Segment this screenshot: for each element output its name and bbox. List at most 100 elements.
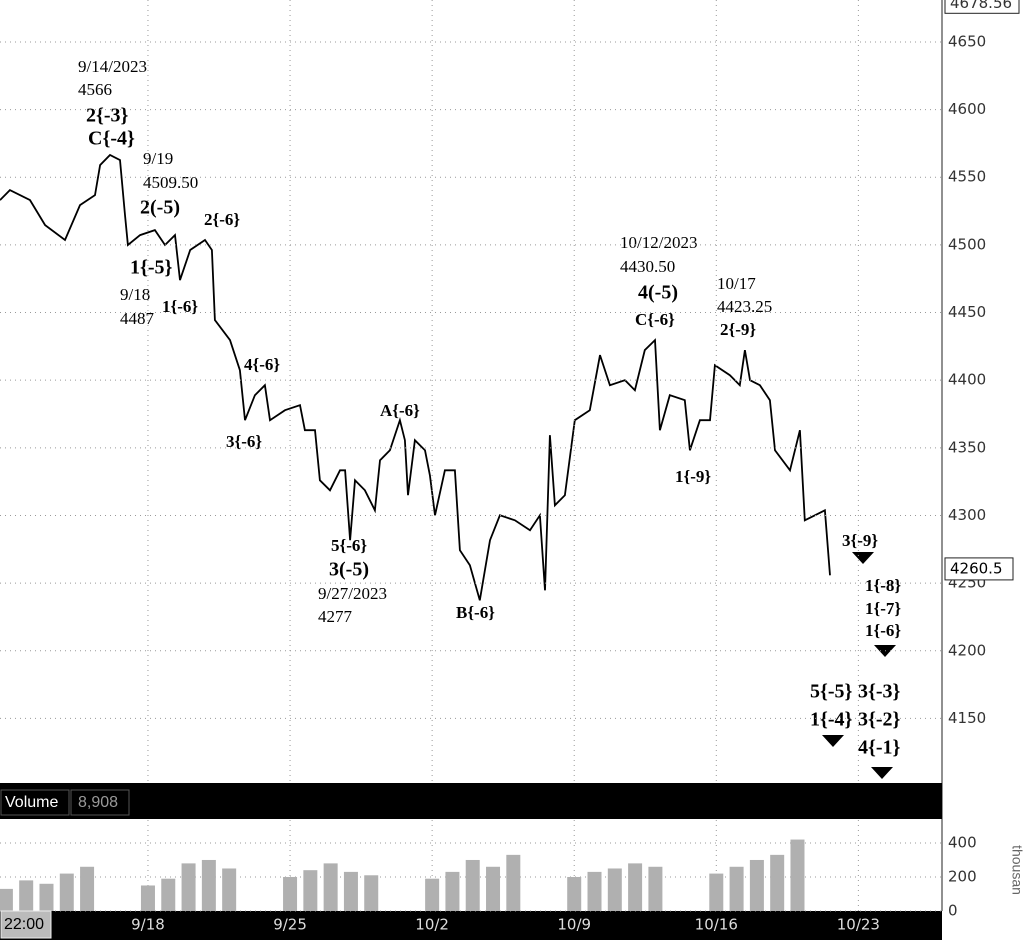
annotation: 3{-9} — [842, 531, 878, 550]
x-tick-label: 10/16 — [695, 916, 738, 934]
y-tick-label: 4450 — [948, 303, 986, 321]
annotation: 4566 — [78, 80, 112, 99]
y-tick-label: 4400 — [948, 371, 986, 389]
volume-bar — [161, 878, 176, 911]
annotation: 3{-6} — [226, 432, 262, 451]
annotation: 2{-3} — [86, 105, 129, 127]
y-tick-label: 4350 — [948, 438, 986, 456]
annotation: 4{-1} — [858, 737, 901, 759]
annotation: 10/12/2023 — [620, 233, 697, 252]
annotation: 3(-5) — [329, 559, 369, 581]
volume-bar — [770, 854, 785, 911]
axis-panel — [942, 0, 1024, 940]
max-price-box — [944, 0, 1020, 14]
annotation: 9/14/2023 — [78, 57, 147, 76]
volume-bar — [709, 873, 724, 911]
y-tick-label: 4300 — [948, 506, 986, 524]
corner-time: 22:00 — [4, 916, 44, 933]
volume-bar — [19, 880, 34, 911]
y-tick-label: 4650 — [948, 32, 986, 50]
volume-bar — [59, 873, 74, 911]
annotation: 2{-9} — [720, 320, 756, 339]
volume-bar — [283, 876, 298, 911]
annotation: 5{-6} — [331, 536, 367, 555]
annotation: 9/18 — [120, 285, 150, 304]
volume-bar — [222, 868, 237, 911]
volume-header — [0, 783, 942, 819]
annotation: 4487 — [120, 309, 155, 328]
annotation: 1{-6} — [865, 621, 901, 640]
y-tick-label: 4500 — [948, 235, 986, 253]
annotation: 1{-9} — [675, 467, 711, 486]
x-tick-label: 9/18 — [131, 916, 165, 934]
annotation: B{-6} — [456, 603, 495, 622]
y-tick-label: 400 — [948, 833, 977, 851]
volume-bar — [607, 868, 622, 911]
annotation: 9/19 — [143, 149, 173, 168]
volume-bar — [181, 863, 196, 911]
volume-bar — [140, 885, 155, 911]
last-price-label: 4260.5 — [950, 559, 1003, 577]
annotation: A{-6} — [380, 401, 420, 420]
volume-value-box — [70, 789, 130, 816]
volume-bar — [323, 863, 338, 911]
annotation: 9/27/2023 — [318, 584, 387, 603]
volume-bar — [465, 859, 480, 911]
volume-axis-label: thousan — [1009, 845, 1024, 895]
y-tick-label: 200 — [948, 867, 977, 885]
volume-bar — [648, 866, 663, 911]
last-price-box — [944, 557, 1014, 581]
volume-value: 8,908 — [78, 794, 118, 811]
annotation: 4423.25 — [717, 297, 772, 316]
y-tick-label: 4600 — [948, 100, 986, 118]
annotation: 2(-5) — [140, 197, 180, 219]
annotation: 4509.50 — [143, 173, 198, 192]
annotation: 3{-2} — [858, 709, 901, 731]
x-tick-label: 9/25 — [273, 916, 307, 934]
time-box — [0, 910, 52, 939]
volume-bar — [343, 871, 358, 911]
volume-title-box — [0, 789, 70, 816]
x-tick-label: 10/2 — [415, 916, 449, 934]
volume-bar — [201, 859, 216, 911]
volume-bar — [364, 875, 379, 911]
y-tick-label: 4200 — [948, 641, 986, 659]
volume-bar — [587, 871, 602, 911]
annotation: 5{-5} — [810, 681, 853, 703]
volume-title: Volume — [5, 794, 58, 811]
volume-bar — [303, 870, 318, 911]
annotation: C{-6} — [635, 310, 675, 329]
annotation: 1{-5} — [130, 257, 173, 279]
annotation: 1{-6} — [162, 297, 198, 316]
annotation: 1{-8} — [865, 576, 901, 595]
annotation: 4{-6} — [244, 355, 280, 374]
time-axis — [0, 911, 942, 940]
annotation: 4(-5) — [638, 282, 678, 304]
volume-bar — [445, 871, 460, 911]
volume-bar — [39, 883, 54, 911]
volume-bar — [80, 866, 95, 911]
annotation: 4277 — [318, 607, 353, 626]
volume-bar — [729, 866, 744, 911]
annotation: 2{-6} — [204, 210, 240, 229]
annotations: 9/14/2023 4566 2{-3} C{-4} 9/19 4509.50 … — [0, 57, 901, 779]
y-tick-label: 0 — [948, 902, 958, 920]
y-tick-label: 4150 — [948, 709, 986, 727]
annotation: 1{-4} — [810, 709, 853, 731]
annotation: 4430.50 — [620, 257, 675, 276]
volume-bar — [749, 859, 764, 911]
volume-bar — [790, 839, 805, 911]
x-tick-label: 10/23 — [837, 916, 880, 934]
annotation: 1{-7} — [865, 599, 901, 618]
annotation: C{-4} — [88, 128, 135, 150]
volume-bar — [486, 866, 501, 911]
max-price-label: 4678.56 — [950, 0, 1012, 12]
y-tick-label: 4550 — [948, 168, 986, 186]
volume-bar — [425, 878, 440, 911]
volume-bar — [567, 876, 582, 911]
price-line — [0, 153, 831, 601]
annotation: 3{-3} — [858, 681, 901, 703]
volume-bar — [506, 854, 521, 911]
volume-bar — [0, 888, 13, 911]
